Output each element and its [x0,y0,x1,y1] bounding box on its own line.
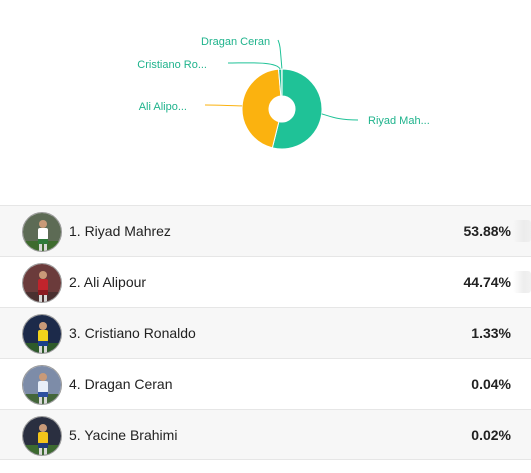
vote-button[interactable] [513,271,531,293]
list-item[interactable]: 4. Dragan Ceran 0.04% [0,358,531,409]
slice-label: Ali Alipo... [139,101,187,113]
avatar [22,212,62,252]
slice-connector [321,113,359,121]
slice-connector [277,39,283,70]
vote-percent: 44.74% [463,274,511,290]
slice-label: Cristiano Ro... [137,59,207,71]
player-name: 4. Dragan Ceran [69,376,173,392]
player-name: 5. Yacine Brahimi [69,427,178,443]
pie-slice[interactable] [241,68,282,149]
avatar [22,365,62,405]
vote-percent: 0.04% [471,376,511,392]
pie-chart-svg: Riyad Mah... Ali Alipo... Cristiano Ro... D… [137,36,430,150]
list-item[interactable]: 5. Yacine Brahimi 0.02% [0,409,531,460]
player-photo-icon [23,366,61,404]
vote-percent: 53.88% [463,223,511,239]
vote-button[interactable] [513,220,531,242]
slice-connector [204,104,243,107]
avatar [22,416,62,456]
pie-slice[interactable] [271,68,323,150]
player-photo-icon [23,417,61,455]
slice-connector [227,62,281,70]
avatar [22,263,62,303]
list-item[interactable]: 1. Riyad Mahrez 53.88% [0,205,531,256]
vote-percent: 0.02% [471,427,511,443]
vote-percent: 1.33% [471,325,511,341]
player-name: 2. Ali Alipour [69,274,147,290]
player-name: 1. Riyad Mahrez [69,223,171,239]
list-item[interactable]: 3. Cristiano Ronaldo 1.33% [0,307,531,358]
player-name: 3. Cristiano Ronaldo [69,325,196,341]
player-photo-icon [23,264,61,302]
pie-chart: Riyad Mah... Ali Alipo... Cristiano Ro... D… [0,0,531,205]
avatar [22,314,62,354]
list-item[interactable]: 2. Ali Alipour 44.74% [0,256,531,307]
slice-label: Dragan Ceran [201,36,270,48]
player-photo-icon [23,213,61,251]
player-photo-icon [23,315,61,353]
ranking-list: 1. Riyad Mahrez 53.88% 2. Ali Alipour 44… [0,205,531,460]
slice-label: Riyad Mah... [368,115,430,127]
